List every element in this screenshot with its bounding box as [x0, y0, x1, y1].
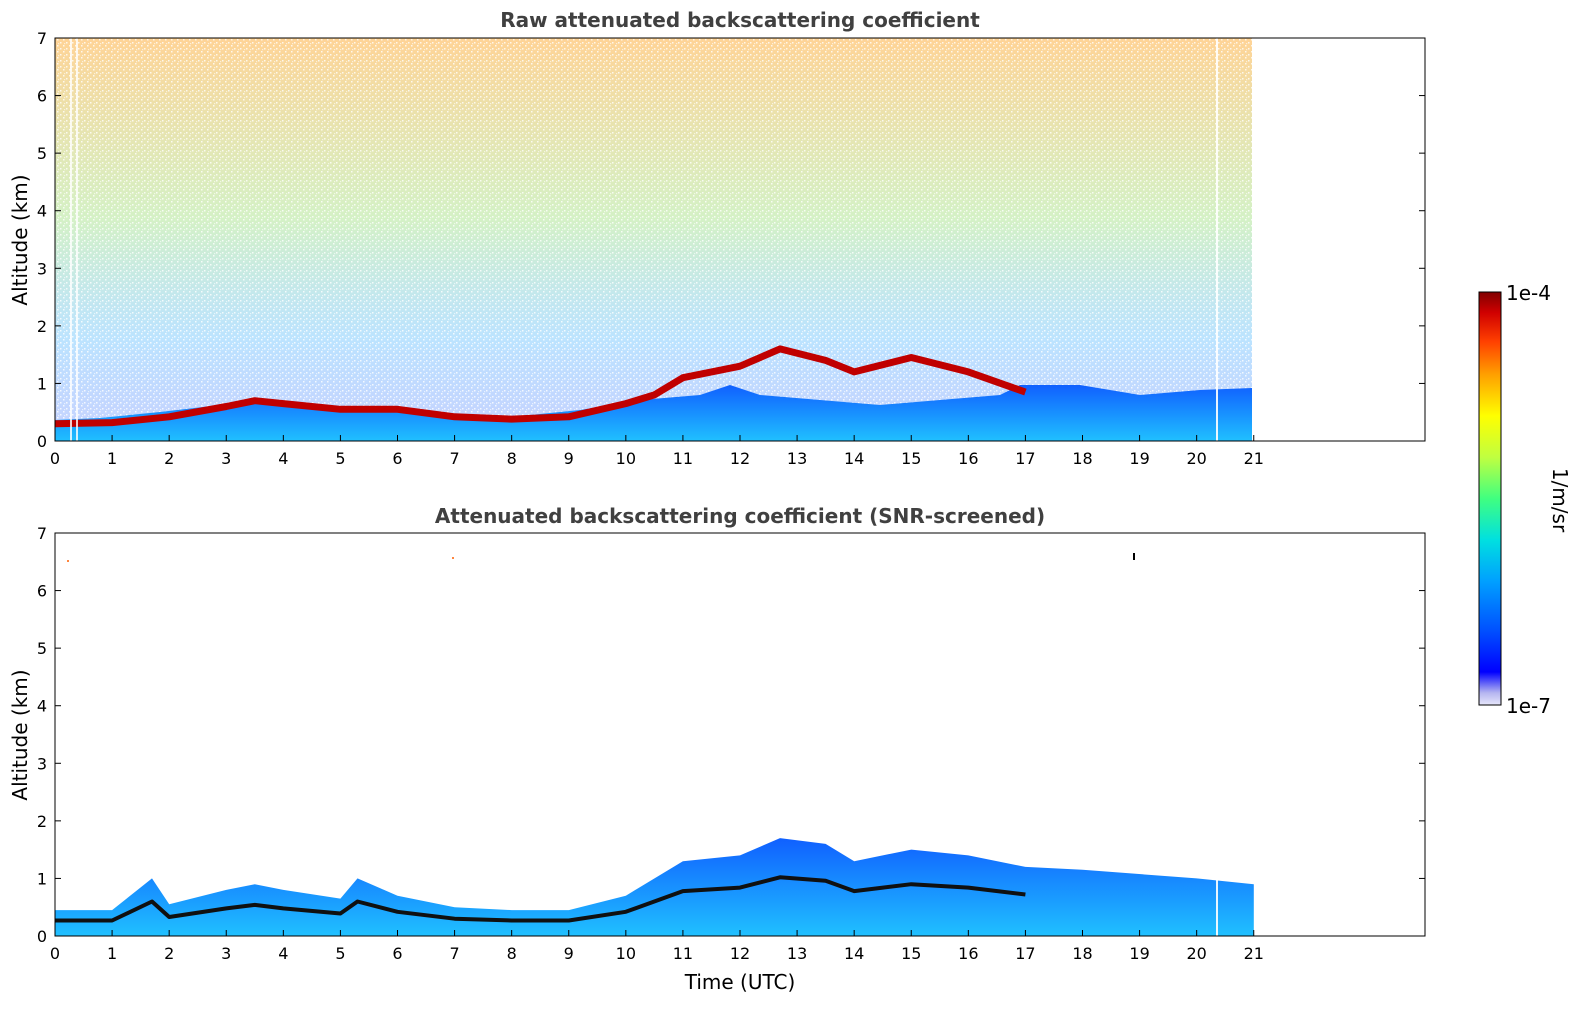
x-tick-label: 12	[730, 449, 750, 468]
x-tick-label: 13	[787, 449, 807, 468]
colorbar-unit-label: 1/m/sr	[1548, 468, 1572, 533]
y-tick-label: 5	[37, 639, 47, 658]
x-tick-label: 8	[507, 944, 517, 963]
raw-noise-overlay	[55, 38, 1252, 441]
x-tick-label: 15	[901, 449, 921, 468]
colorbar-max-label: 1e-4	[1506, 281, 1551, 305]
screened-signal-field	[55, 838, 1254, 936]
panel-raw-ylabel: Altitude (km)	[8, 174, 32, 305]
colorbar-gradient	[1478, 291, 1502, 706]
x-tick-label: 6	[392, 944, 402, 963]
screened-gap	[1216, 880, 1218, 936]
y-tick-label: 2	[37, 317, 47, 336]
raw-aerosol-layer	[54, 345, 1027, 428]
x-tick-label: 20	[1186, 449, 1206, 468]
y-tick-label: 4	[37, 697, 47, 716]
y-tick-label: 1	[37, 374, 47, 393]
x-tick-label: 11	[673, 944, 693, 963]
panel-raw: Raw attenuated backscattering coefficien…	[8, 8, 1426, 468]
x-tick-label: 2	[164, 449, 174, 468]
panel-raw-title: Raw attenuated backscattering coefficien…	[500, 8, 980, 32]
x-tick-label: 1	[107, 449, 117, 468]
x-tick-label: 0	[50, 449, 60, 468]
y-tick-label: 5	[37, 144, 47, 163]
y-tick-label: 2	[37, 812, 47, 831]
x-tick-label: 5	[335, 944, 345, 963]
x-tick-label: 21	[1244, 449, 1264, 468]
y-tick-label: 3	[37, 259, 47, 278]
y-tick-label: 7	[37, 29, 47, 48]
x-tick-label: 4	[278, 944, 288, 963]
x-tick-label: 15	[901, 944, 921, 963]
y-tick-label: 0	[37, 927, 47, 946]
x-tick-label: 7	[449, 944, 459, 963]
x-tick-label: 9	[564, 449, 574, 468]
panel-screened-heatmap	[55, 553, 1254, 936]
x-tick-label: 7	[449, 449, 459, 468]
x-tick-label: 0	[50, 944, 60, 963]
x-tick-label: 14	[844, 944, 864, 963]
panel-screened-title: Attenuated backscattering coefficient (S…	[435, 504, 1045, 528]
x-tick-label: 3	[221, 944, 231, 963]
screened-speck-2	[452, 557, 454, 559]
panel-raw-heatmap	[54, 38, 1252, 441]
y-tick-label: 0	[37, 432, 47, 451]
x-tick-label: 18	[1072, 944, 1092, 963]
y-tick-label: 6	[37, 582, 47, 601]
x-tick-label: 16	[958, 449, 978, 468]
raw-gap-3	[1216, 38, 1218, 441]
x-tick-label: 1	[107, 944, 117, 963]
x-tick-label: 12	[730, 944, 750, 963]
x-tick-label: 19	[1129, 449, 1149, 468]
x-tick-label: 17	[1015, 944, 1035, 963]
colorbar-min-label: 1e-7	[1506, 694, 1551, 718]
x-tick-label: 13	[787, 944, 807, 963]
x-tick-label: 19	[1129, 944, 1149, 963]
y-tick-label: 4	[37, 202, 47, 221]
y-tick-label: 3	[37, 754, 47, 773]
x-tick-label: 10	[616, 449, 636, 468]
panel-screened-ylabel: Altitude (km)	[8, 669, 32, 800]
y-tick-label: 6	[37, 87, 47, 106]
x-tick-label: 3	[221, 449, 231, 468]
colorbar: 1e-4 1e-7 1/m/sr	[1478, 281, 1572, 718]
x-tick-label: 14	[844, 449, 864, 468]
y-tick-label: 7	[37, 524, 47, 543]
x-tick-label: 16	[958, 944, 978, 963]
y-tick-label: 1	[37, 869, 47, 888]
panel-screened-xlabel: Time (UTC)	[684, 970, 796, 994]
x-tick-label: 5	[335, 449, 345, 468]
x-tick-label: 2	[164, 944, 174, 963]
panel-raw-axes: 0 1 2 3 4 5 6 7 8 9 10 11 12 13 14 15 16 17 18 19 20 21012345…	[37, 29, 1425, 468]
screened-speck-3	[1133, 553, 1135, 560]
x-tick-label: 17	[1015, 449, 1035, 468]
x-tick-label: 9	[564, 944, 574, 963]
x-tick-label: 21	[1244, 944, 1264, 963]
x-tick-label: 6	[392, 449, 402, 468]
x-tick-label: 18	[1072, 449, 1092, 468]
screened-speck-1	[67, 560, 69, 562]
panel-screened-axes: 0 1 2 3 4 5 6 7 8 9 10 11 12 13 14 15 16 17 18 19 20 21012345…	[37, 524, 1425, 963]
raw-gap-2	[76, 38, 78, 441]
raw-gap-1	[70, 38, 72, 441]
x-tick-label: 4	[278, 449, 288, 468]
x-tick-label: 11	[673, 449, 693, 468]
x-tick-label: 8	[507, 449, 517, 468]
panel-screened: Attenuated backscattering coefficient (S…	[8, 504, 1426, 994]
x-tick-label: 20	[1186, 944, 1206, 963]
screened-aerosol-layer	[55, 875, 1026, 923]
raw-boundary-layer	[55, 385, 1252, 441]
x-tick-label: 10	[616, 944, 636, 963]
